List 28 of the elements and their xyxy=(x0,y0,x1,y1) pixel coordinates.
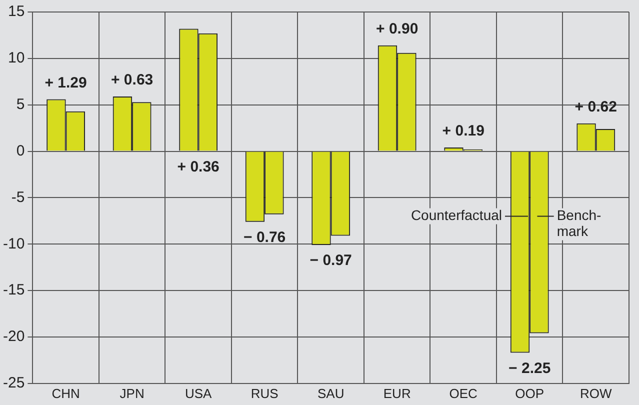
y-tick-label: 15 xyxy=(8,3,25,20)
annotation: + 0.36 xyxy=(177,158,220,176)
x-tick-label: OOP xyxy=(515,386,544,401)
annotation: + 0.19 xyxy=(442,122,484,140)
series-label: Counterfactual xyxy=(410,207,502,224)
x-tick-label: EUR xyxy=(383,386,411,401)
y-tick-label: -15 xyxy=(2,282,25,299)
y-tick-label: 10 xyxy=(8,50,25,67)
series-label: Bench- mark xyxy=(556,207,602,240)
annotation: + 0.90 xyxy=(376,20,418,38)
y-tick-label: -20 xyxy=(2,328,25,346)
annotation: − 2.25 xyxy=(508,360,551,377)
annotation: − 0.97 xyxy=(310,252,352,270)
y-tick-label: -10 xyxy=(2,235,25,252)
x-tick-label: CHN xyxy=(52,386,80,401)
x-tick-label: SAU xyxy=(317,386,344,401)
x-tick-label: USA xyxy=(184,386,212,401)
x-tick-label: OEC xyxy=(449,386,478,401)
annotation: + 1.29 xyxy=(44,74,87,92)
y-tick-label: -5 xyxy=(11,188,25,206)
annotation: − 0.76 xyxy=(244,228,286,246)
y-tick-label: 0 xyxy=(16,142,25,160)
x-tick-label: RUS xyxy=(250,386,279,401)
y-tick-label: -25 xyxy=(2,374,25,392)
y-tick-label: 5 xyxy=(16,96,25,113)
x-tick-label: JPN xyxy=(120,386,144,401)
annotation: + 0.63 xyxy=(111,72,154,89)
x-tick-label: ROW xyxy=(580,386,612,401)
